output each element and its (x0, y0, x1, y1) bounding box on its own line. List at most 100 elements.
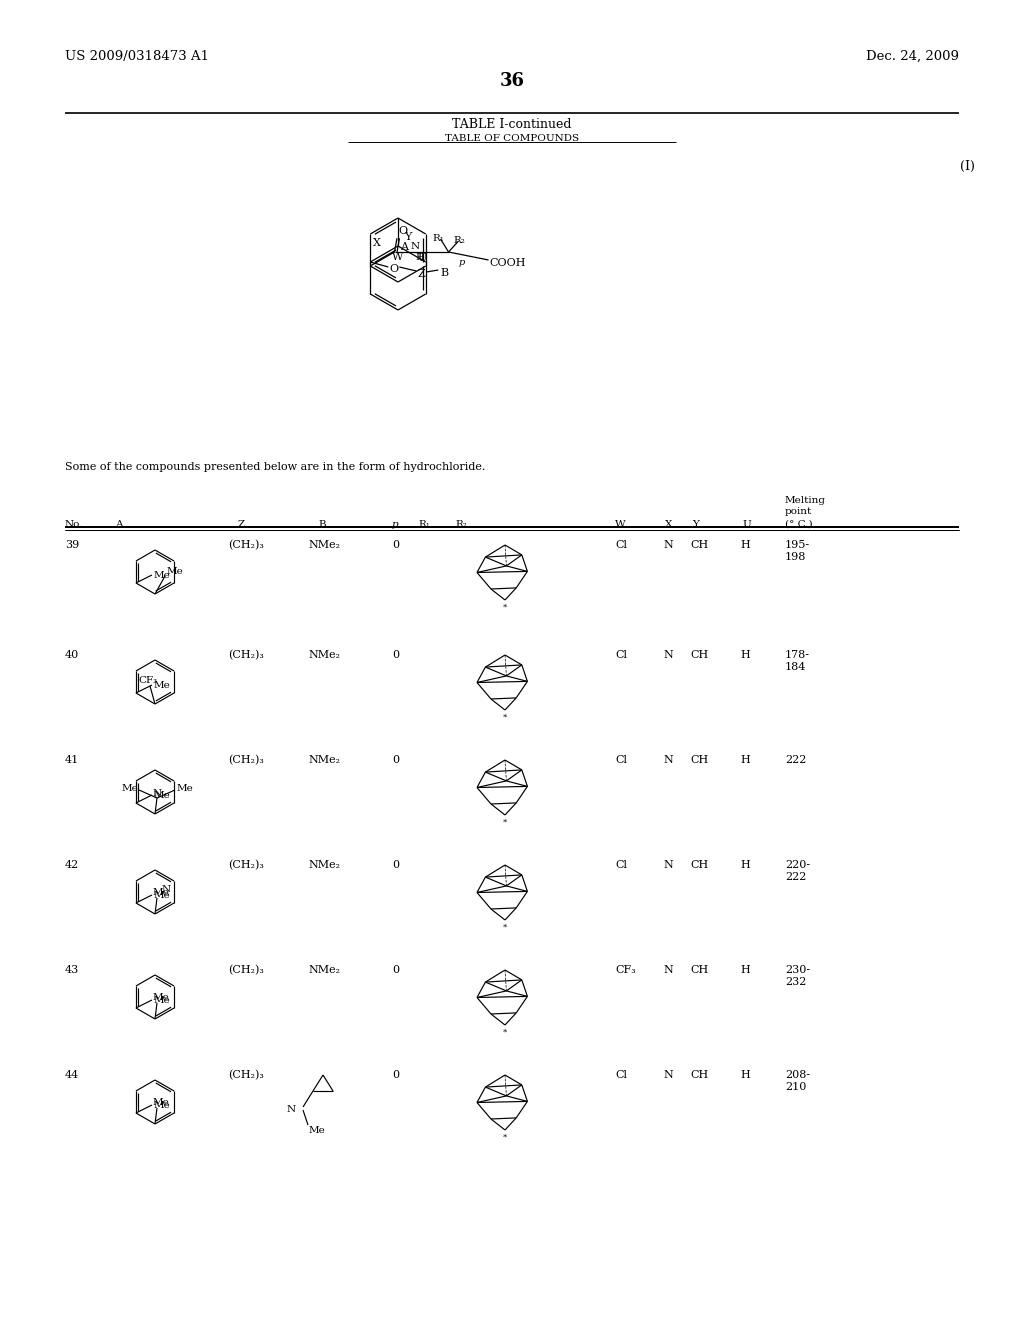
Text: 0: 0 (392, 540, 399, 550)
Text: Me: Me (154, 572, 171, 579)
Text: *: * (503, 818, 507, 828)
Text: CF₃: CF₃ (138, 676, 157, 685)
Text: B: B (440, 268, 449, 279)
Text: H: H (415, 253, 424, 261)
Text: 195-
198: 195- 198 (785, 540, 810, 561)
Text: Me: Me (167, 568, 183, 576)
Text: (CH₂)₃: (CH₂)₃ (228, 861, 264, 870)
Text: Me: Me (154, 681, 171, 690)
Text: A: A (115, 520, 123, 529)
Text: (CH₂)₃: (CH₂)₃ (228, 1071, 264, 1080)
Text: *: * (503, 924, 507, 932)
Text: H: H (740, 540, 750, 550)
Text: 41: 41 (65, 755, 79, 766)
Text: No.: No. (65, 520, 84, 529)
Text: NMe₂: NMe₂ (308, 861, 340, 870)
Text: Me: Me (122, 784, 138, 793)
Text: X: X (374, 238, 381, 248)
Text: 178-
184: 178- 184 (785, 649, 810, 672)
Text: 42: 42 (65, 861, 79, 870)
Text: 43: 43 (65, 965, 79, 975)
Text: *: * (503, 714, 507, 722)
Text: H: H (740, 1071, 750, 1080)
Text: Y: Y (692, 520, 698, 529)
Text: N: N (663, 755, 673, 766)
Text: N: N (153, 789, 162, 799)
Text: 208-
210: 208- 210 (785, 1071, 810, 1092)
Text: 36: 36 (500, 73, 524, 90)
Text: TABLE I-continued: TABLE I-continued (453, 117, 571, 131)
Text: point: point (785, 507, 812, 516)
Text: 40: 40 (65, 649, 79, 660)
Text: p: p (459, 257, 465, 267)
Text: Me: Me (154, 791, 171, 800)
Text: p: p (392, 520, 398, 529)
Text: O: O (389, 264, 398, 275)
Text: N: N (663, 965, 673, 975)
Text: Melting: Melting (785, 496, 826, 506)
Text: TABLE OF COMPOUNDS: TABLE OF COMPOUNDS (445, 135, 579, 143)
Text: H: H (740, 649, 750, 660)
Text: 0: 0 (392, 965, 399, 975)
Text: N: N (663, 540, 673, 550)
Text: Y: Y (404, 232, 412, 242)
Text: R₂: R₂ (455, 520, 467, 529)
Text: NMe₂: NMe₂ (308, 965, 340, 975)
Text: R₁: R₁ (432, 234, 444, 243)
Text: NMe₂: NMe₂ (308, 540, 340, 550)
Text: 0: 0 (392, 1071, 399, 1080)
Text: NMe₂: NMe₂ (308, 649, 340, 660)
Text: X: X (665, 520, 673, 529)
Text: (CH₂)₃: (CH₂)₃ (228, 965, 264, 975)
Text: O: O (398, 226, 408, 236)
Text: CH: CH (690, 755, 709, 766)
Text: Dec. 24, 2009: Dec. 24, 2009 (866, 50, 959, 63)
Text: (° C.): (° C.) (785, 520, 813, 529)
Text: H: H (740, 861, 750, 870)
Text: Me: Me (177, 784, 194, 793)
Text: (I): (I) (961, 160, 975, 173)
Text: W: W (615, 520, 626, 529)
Text: CF₃: CF₃ (615, 965, 636, 975)
Text: Me: Me (154, 1101, 171, 1110)
Text: Cl: Cl (615, 649, 627, 660)
Text: N: N (663, 861, 673, 870)
Text: Some of the compounds presented below are in the form of hydrochloride.: Some of the compounds presented below ar… (65, 462, 485, 473)
Text: 0: 0 (392, 755, 399, 766)
Text: Me: Me (309, 1126, 326, 1135)
Text: A: A (399, 242, 408, 252)
Text: *: * (503, 1030, 507, 1038)
Text: CH: CH (690, 649, 709, 660)
Text: CH: CH (690, 965, 709, 975)
Text: 39: 39 (65, 540, 79, 550)
Text: 44: 44 (65, 1071, 79, 1080)
Text: Cl: Cl (615, 540, 627, 550)
Text: H: H (740, 965, 750, 975)
Text: CH: CH (690, 1071, 709, 1080)
Text: N: N (411, 242, 420, 251)
Text: Me: Me (153, 993, 170, 1002)
Text: N: N (162, 884, 171, 894)
Text: Me: Me (153, 1098, 170, 1107)
Text: N: N (663, 649, 673, 660)
Text: CH: CH (690, 861, 709, 870)
Text: R₂: R₂ (454, 236, 466, 246)
Text: US 2009/0318473 A1: US 2009/0318473 A1 (65, 50, 209, 63)
Text: Cl: Cl (615, 755, 627, 766)
Text: N: N (287, 1105, 296, 1114)
Text: Z: Z (418, 269, 425, 279)
Text: *: * (503, 1134, 507, 1142)
Text: 222: 222 (785, 755, 806, 766)
Text: Me: Me (153, 888, 170, 898)
Text: 220-
222: 220- 222 (785, 861, 810, 882)
Text: (CH₂)₃: (CH₂)₃ (228, 755, 264, 766)
Text: Cl: Cl (615, 861, 627, 870)
Text: 230-
232: 230- 232 (785, 965, 810, 986)
Text: (CH₂)₃: (CH₂)₃ (228, 649, 264, 660)
Text: U: U (417, 253, 426, 263)
Text: Me: Me (154, 997, 171, 1005)
Text: Me: Me (154, 891, 171, 900)
Text: U: U (742, 520, 751, 529)
Text: NMe₂: NMe₂ (308, 755, 340, 766)
Text: Z: Z (238, 520, 246, 529)
